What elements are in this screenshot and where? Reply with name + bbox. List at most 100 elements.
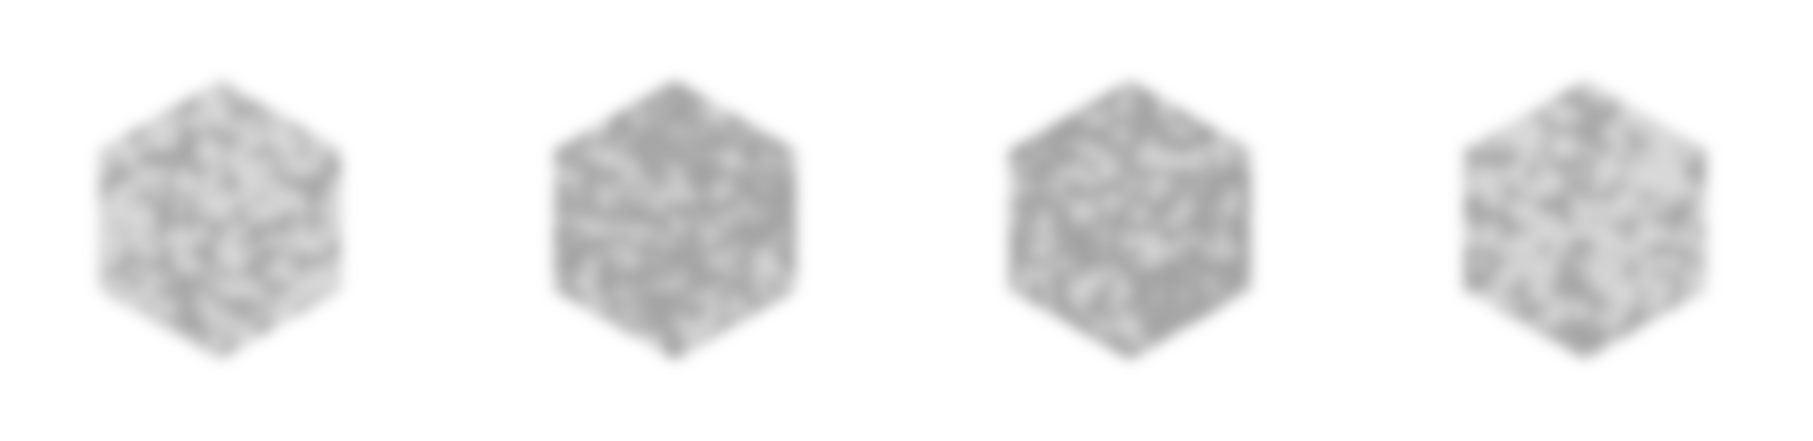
noise-blob bbox=[1559, 113, 1574, 126]
noise-blob bbox=[739, 320, 762, 332]
noise-blob bbox=[1260, 356, 1271, 371]
noise-blob bbox=[1027, 212, 1039, 222]
noise-blob bbox=[694, 199, 711, 218]
noise-blob bbox=[1615, 243, 1628, 256]
noise-blob bbox=[1016, 144, 1033, 162]
noise-blob bbox=[271, 123, 293, 136]
noise-blob bbox=[1551, 224, 1571, 233]
noise-blob bbox=[1214, 101, 1232, 115]
noise-blob bbox=[683, 244, 698, 261]
noise-blob bbox=[1039, 257, 1054, 266]
noise-blob bbox=[164, 299, 178, 315]
noise-blob bbox=[1504, 310, 1515, 328]
noise-blob bbox=[1692, 246, 1705, 263]
noise-blob bbox=[98, 146, 102, 156]
noise-blob bbox=[1540, 267, 1558, 282]
noise-blob bbox=[295, 277, 310, 288]
noise-blob bbox=[285, 266, 299, 283]
noise-blob bbox=[117, 144, 142, 158]
noise-blob bbox=[1162, 80, 1184, 96]
noise-blob bbox=[76, 301, 94, 317]
noise-blob bbox=[793, 199, 797, 214]
noise-blob bbox=[161, 345, 182, 360]
noise-blob bbox=[349, 170, 369, 183]
noise-blob bbox=[583, 244, 608, 256]
noise-blob bbox=[563, 111, 581, 124]
noise-blob bbox=[74, 135, 91, 150]
noise-blob bbox=[305, 144, 326, 156]
noise-blob bbox=[1159, 321, 1180, 330]
noise-blob bbox=[1273, 89, 1287, 106]
noise-blob bbox=[1203, 287, 1215, 298]
noise-blob bbox=[1570, 256, 1581, 266]
noise-blob bbox=[1008, 92, 1018, 110]
noise-blob bbox=[1680, 278, 1694, 287]
noise-blob bbox=[1106, 113, 1120, 131]
noise-blob bbox=[1463, 299, 1482, 315]
noise-blob bbox=[651, 177, 675, 188]
noise-blob bbox=[1439, 279, 1453, 287]
noise-blob bbox=[1518, 81, 1542, 97]
noise-blob bbox=[751, 80, 772, 94]
noise-blob bbox=[1636, 89, 1654, 100]
noise-blob bbox=[1680, 224, 1694, 233]
noise-blob bbox=[739, 265, 756, 276]
noise-blob bbox=[1614, 189, 1636, 204]
noise-blob bbox=[1247, 299, 1252, 317]
noise-blob bbox=[771, 354, 795, 360]
noise-blob bbox=[630, 100, 643, 109]
noise-blob bbox=[152, 167, 168, 184]
noise-blob bbox=[1228, 102, 1246, 112]
noise-blob bbox=[1660, 102, 1683, 121]
noise-blob bbox=[1650, 332, 1670, 350]
noise-blob bbox=[762, 332, 787, 345]
noise-blob bbox=[351, 279, 364, 294]
noise-blob bbox=[1551, 177, 1566, 189]
noise-blob bbox=[1181, 320, 1198, 332]
noise-blob bbox=[1171, 353, 1183, 360]
noise-blob bbox=[139, 309, 163, 320]
noise-blob bbox=[230, 145, 245, 161]
noise-blob bbox=[241, 89, 264, 99]
noise-blob bbox=[528, 268, 552, 279]
noise-blob bbox=[306, 80, 317, 93]
noise-blob bbox=[1225, 268, 1245, 278]
noise-blob bbox=[530, 82, 552, 97]
noise-blob bbox=[140, 123, 156, 133]
noise-blob bbox=[1228, 232, 1240, 248]
noise-blob bbox=[1517, 102, 1540, 113]
noise-blob bbox=[1518, 254, 1531, 271]
noise-blob bbox=[131, 232, 144, 245]
noise-blob bbox=[338, 321, 342, 332]
noise-blob bbox=[793, 334, 797, 348]
noise-blob bbox=[1271, 213, 1284, 229]
noise-blob bbox=[1714, 277, 1738, 293]
noise-blob bbox=[1549, 103, 1573, 116]
noise-blob bbox=[531, 91, 552, 105]
noise-blob bbox=[307, 334, 319, 352]
noise-blob bbox=[1062, 80, 1077, 90]
noise-blob bbox=[572, 80, 588, 96]
noise-blob bbox=[1549, 298, 1565, 313]
noise-blob bbox=[361, 301, 383, 311]
noise-blob bbox=[606, 81, 624, 99]
noise-blob bbox=[1115, 300, 1128, 312]
noise-blob bbox=[1638, 300, 1663, 309]
hex-pattern-4-shape bbox=[1439, 80, 1738, 360]
noise-blob bbox=[1661, 311, 1676, 320]
noise-blob bbox=[1161, 288, 1181, 301]
noise-blob bbox=[1115, 169, 1131, 179]
noise-blob bbox=[662, 221, 673, 238]
noise-blob bbox=[685, 122, 704, 131]
noise-blob bbox=[1008, 134, 1015, 149]
noise-blob bbox=[727, 190, 743, 203]
noise-blob bbox=[772, 146, 786, 165]
noise-blob bbox=[1227, 345, 1245, 359]
noise-blob bbox=[98, 320, 116, 332]
noise-blob bbox=[339, 233, 342, 246]
noise-blob bbox=[142, 332, 156, 347]
noise-blob bbox=[783, 224, 796, 238]
noise-blob bbox=[360, 81, 377, 90]
noise-blob bbox=[283, 354, 304, 360]
noise-blob bbox=[295, 200, 309, 217]
